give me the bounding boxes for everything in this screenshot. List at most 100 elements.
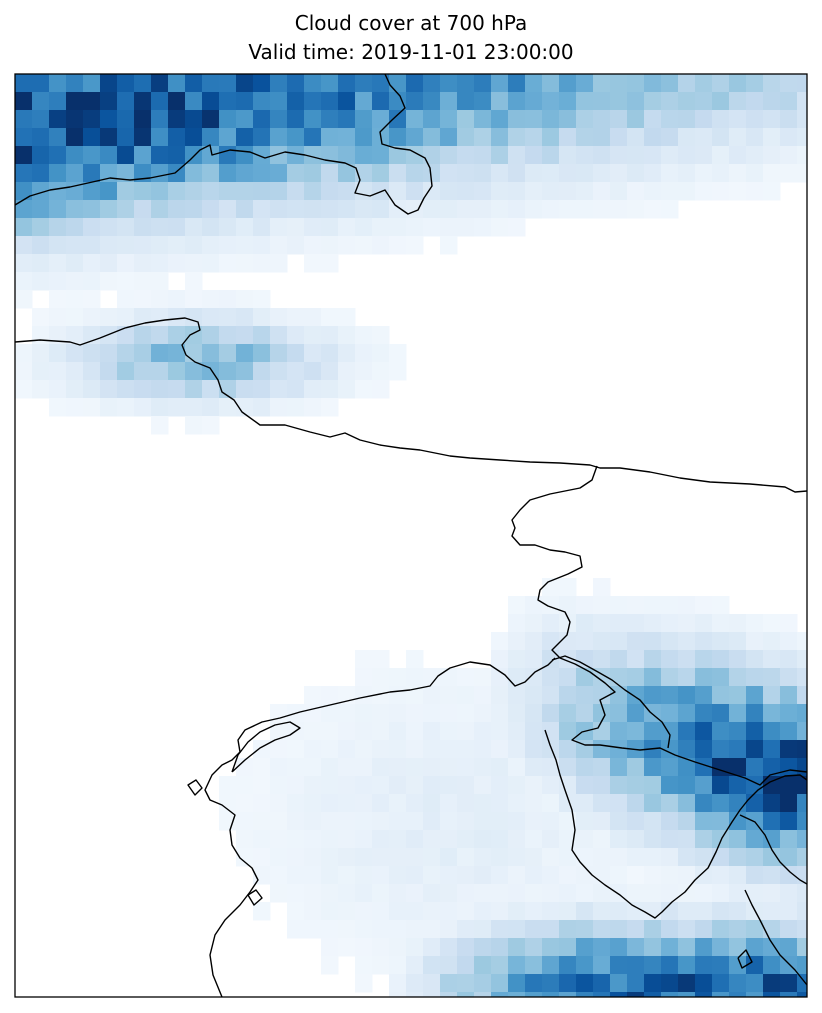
cloud-cell xyxy=(406,110,424,129)
cloud-cell xyxy=(168,398,186,417)
cloud-cell xyxy=(627,974,645,993)
cloud-cell xyxy=(270,380,288,399)
cloud-cell xyxy=(559,776,577,795)
cloud-cell xyxy=(508,866,526,885)
cloud-cell xyxy=(474,182,492,201)
cloud-cell xyxy=(576,614,594,633)
coastline-east-inner xyxy=(551,655,671,749)
cloud-cell xyxy=(168,110,186,129)
cloud-cell xyxy=(542,722,560,741)
cloud-cell xyxy=(661,956,679,975)
cloud-cell xyxy=(389,794,407,813)
cloud-cell xyxy=(627,182,645,201)
cloud-cell xyxy=(491,632,509,651)
cloud-cell xyxy=(100,182,118,201)
cloud-cell xyxy=(797,146,807,165)
cloud-cell xyxy=(746,722,764,741)
cloud-cell xyxy=(202,200,220,219)
cloud-cell xyxy=(712,920,730,939)
cloud-cell xyxy=(83,380,101,399)
cloud-cell xyxy=(423,128,441,147)
cloud-cell xyxy=(457,92,475,111)
cloud-cell xyxy=(372,740,390,759)
cloud-cell xyxy=(66,74,84,93)
cloud-cell xyxy=(474,794,492,813)
cloud-cell xyxy=(304,326,322,345)
cloud-cell xyxy=(746,830,764,849)
cloud-cell xyxy=(406,650,424,669)
cloud-cell xyxy=(644,182,662,201)
cloud-cell xyxy=(236,326,254,345)
coastline-north xyxy=(15,74,433,215)
cloud-cell xyxy=(712,182,730,201)
cloud-cell xyxy=(593,74,611,93)
cloud-cell xyxy=(406,902,424,921)
cloud-cell xyxy=(746,668,764,687)
cloud-cell xyxy=(508,632,526,651)
cloud-cell xyxy=(83,128,101,147)
cloud-cell xyxy=(627,902,645,921)
cloud-cell xyxy=(542,164,560,183)
cloud-cell xyxy=(576,164,594,183)
cloud-cell xyxy=(593,578,611,597)
cloud-cell xyxy=(474,110,492,129)
cloud-cell xyxy=(661,830,679,849)
cloud-cell xyxy=(644,614,662,633)
cloud-cell xyxy=(729,164,747,183)
cloud-cell xyxy=(406,992,424,997)
cloud-cell xyxy=(49,254,67,273)
cloud-cell xyxy=(219,164,237,183)
cloud-cell xyxy=(321,182,339,201)
cloud-cell xyxy=(644,830,662,849)
cloud-cell xyxy=(253,380,271,399)
cloud-cell xyxy=(729,848,747,867)
cloud-cell xyxy=(270,758,288,777)
cloud-cell xyxy=(338,794,356,813)
cloud-cell xyxy=(355,794,373,813)
cloud-cell xyxy=(508,794,526,813)
cloud-cell xyxy=(338,128,356,147)
cloud-cell xyxy=(270,146,288,165)
cloud-cell xyxy=(151,380,169,399)
cloud-cell xyxy=(440,866,458,885)
cloud-cell xyxy=(610,182,628,201)
cloud-cell xyxy=(610,902,628,921)
cloud-cell xyxy=(321,938,339,957)
cloud-cell xyxy=(372,722,390,741)
cloud-cell xyxy=(355,686,373,705)
cloud-cell xyxy=(236,290,254,309)
cloud-cell xyxy=(236,344,254,363)
cloud-cell xyxy=(661,110,679,129)
cloud-cell xyxy=(508,614,526,633)
cloud-cell xyxy=(372,218,390,237)
cloud-cell xyxy=(576,866,594,885)
cloud-cell xyxy=(695,164,713,183)
map-title: Cloud cover at 700 hPa xyxy=(294,11,528,35)
cloud-cell xyxy=(746,938,764,957)
cloud-cell xyxy=(780,74,798,93)
cloud-cell xyxy=(423,668,441,687)
cloud-cell xyxy=(695,812,713,831)
cloud-cell xyxy=(372,164,390,183)
cloud-cell xyxy=(389,812,407,831)
cloud-cell xyxy=(559,794,577,813)
cloud-cell xyxy=(610,614,628,633)
cloud-cell xyxy=(542,866,560,885)
cloud-cell xyxy=(729,740,747,759)
cloud-cell xyxy=(389,758,407,777)
cloud-cell xyxy=(270,164,288,183)
cloud-cell xyxy=(525,650,543,669)
cloud-cell xyxy=(219,182,237,201)
cloud-cell xyxy=(593,92,611,111)
cloud-cell xyxy=(338,848,356,867)
cloud-cell xyxy=(406,758,424,777)
cloud-cell xyxy=(559,956,577,975)
cloud-cell xyxy=(474,128,492,147)
cloud-cell xyxy=(644,74,662,93)
cloud-cell xyxy=(576,182,594,201)
cloud-cell xyxy=(797,110,807,129)
cloud-cell xyxy=(440,776,458,795)
cloud-cell xyxy=(219,776,237,795)
cloud-cell xyxy=(729,128,747,147)
cloud-cell xyxy=(644,650,662,669)
